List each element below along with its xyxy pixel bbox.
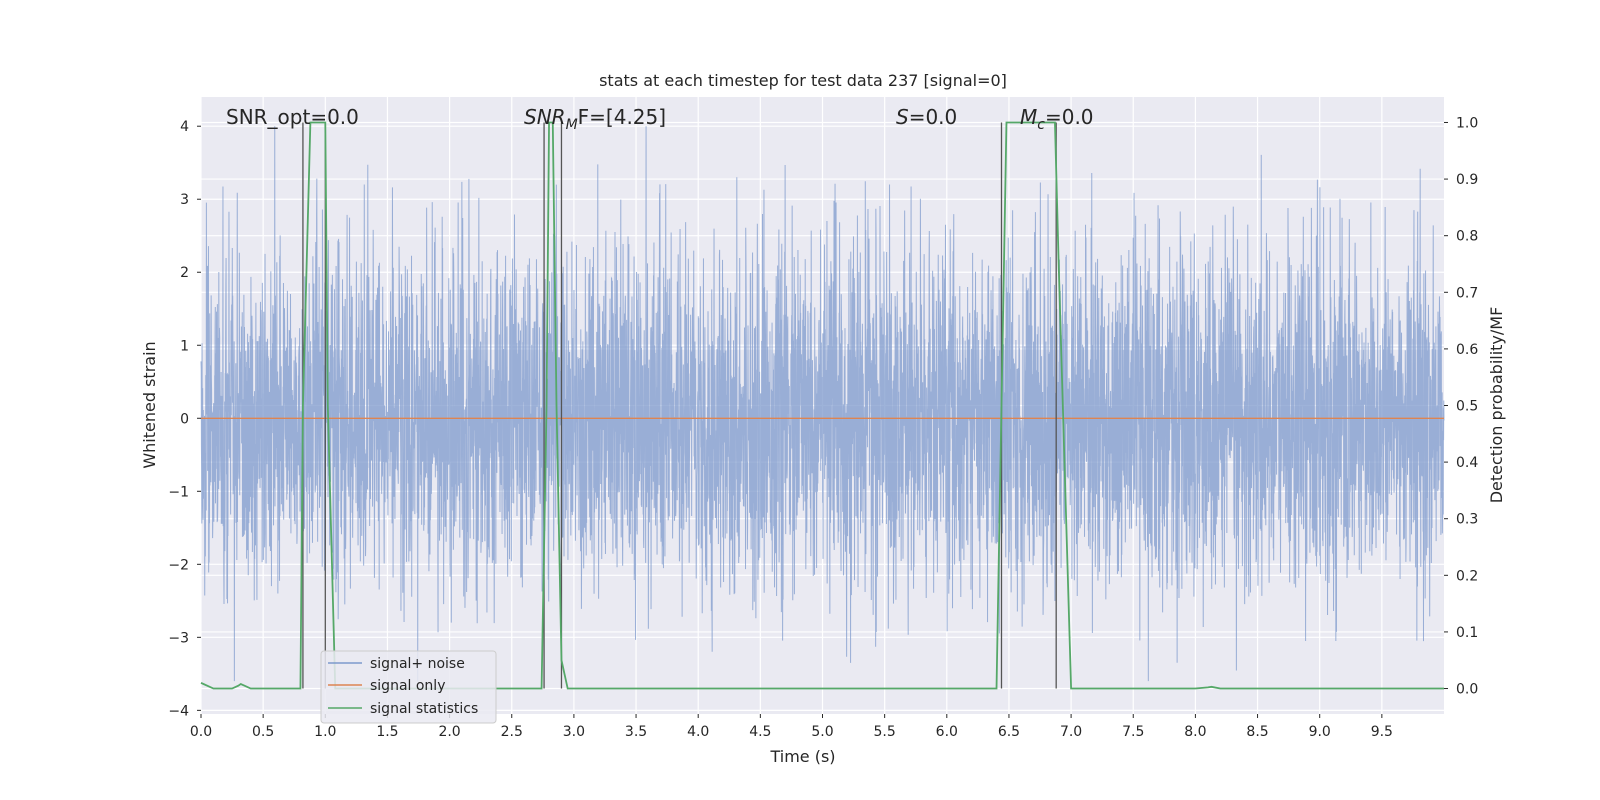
annotation-s-main: S — [896, 105, 909, 129]
legend: signal+ noise signal only signal statist… — [320, 650, 497, 724]
yl-tick-label-1: 3 — [180, 192, 189, 208]
annotation-mc: Mc=0.0 — [1020, 105, 1094, 133]
yl-tick-label-0: 4 — [180, 119, 189, 135]
yr-tick-label-7: 0.3 — [1456, 512, 1478, 528]
x-tick-label-3: 1.5 — [376, 724, 398, 740]
x-tick-label-7: 3.5 — [625, 724, 647, 740]
yr-tick-label-2: 0.8 — [1456, 229, 1478, 245]
x-tick-label-4: 2.0 — [438, 724, 460, 740]
yl-tick-label-3: 1 — [180, 338, 189, 354]
annotation-mc-sub: c — [1037, 117, 1045, 133]
chart-title: stats at each timestep for test data 237… — [599, 71, 1007, 90]
yl-tick-label-2: 2 — [180, 265, 189, 281]
y-right-ticks: 1.0 0.9 0.8 0.7 0.6 0.5 0.4 0.3 0.2 0.1 0.0 — [1444, 115, 1478, 698]
annotation-mc-main: M — [1020, 105, 1037, 129]
y-left-axis-label: Whitened strain — [140, 341, 159, 468]
x-tick-label-9: 4.5 — [749, 724, 771, 740]
yr-tick-label-3: 0.7 — [1456, 285, 1478, 301]
annotation-snr-mf-rest: F=[4.25] — [578, 105, 666, 129]
x-tick-label-8: 4.0 — [687, 724, 709, 740]
x-tick-label-2: 1.0 — [314, 724, 336, 740]
yr-tick-label-4: 0.6 — [1456, 342, 1478, 358]
noise-series — [200, 126, 1445, 682]
annotation-snr-mf: SNRMF=[4.25] — [524, 105, 666, 133]
x-tick-label-19: 9.5 — [1371, 724, 1393, 740]
yr-tick-label-5: 0.5 — [1456, 399, 1478, 415]
x-tick-label-17: 8.5 — [1246, 724, 1268, 740]
annotation-mc-rest: =0.0 — [1045, 105, 1094, 129]
x-tick-label-14: 7.0 — [1060, 724, 1082, 740]
yl-tick-label-7: −3 — [168, 630, 189, 646]
yr-tick-label-10: 0.0 — [1456, 682, 1478, 698]
x-tick-label-12: 6.0 — [936, 724, 958, 740]
yr-tick-label-9: 0.1 — [1456, 625, 1478, 641]
yr-tick-label-6: 0.4 — [1456, 455, 1478, 471]
yr-tick-label-0: 1.0 — [1456, 115, 1478, 131]
stats-line — [200, 121, 1444, 690]
x-tick-label-1: 0.5 — [252, 724, 274, 740]
legend-box — [320, 650, 497, 724]
yr-tick-label-1: 0.9 — [1456, 172, 1478, 188]
annotation-s: S=0.0 — [896, 105, 957, 129]
stats-series — [200, 121, 1444, 690]
yr-tick-label-8: 0.2 — [1456, 568, 1478, 584]
x-tick-label-11: 5.5 — [874, 724, 896, 740]
annotation-s-rest: =0.0 — [909, 105, 958, 129]
legend-label-stats: signal statistics — [370, 701, 478, 717]
noise-line — [200, 126, 1445, 682]
x-tick-label-10: 5.0 — [811, 724, 833, 740]
yl-tick-label-6: −2 — [168, 557, 189, 573]
x-tick-label-18: 9.0 — [1309, 724, 1331, 740]
yl-tick-label-5: −1 — [168, 484, 189, 500]
annotation-snr-opt: SNR_opt=0.0 — [226, 105, 359, 129]
annotation-snr-mf-main: SNR — [524, 105, 566, 129]
x-tick-label-13: 6.5 — [998, 724, 1020, 740]
annotation-snr-mf-sub: M — [566, 117, 578, 133]
y-left-ticks: 4 3 2 1 0 −1 −2 −3 −4 — [168, 119, 201, 719]
x-tick-label-0: 0.0 — [190, 724, 212, 740]
x-tick-label-15: 7.5 — [1122, 724, 1144, 740]
x-tick-label-5: 2.5 — [501, 724, 523, 740]
x-tick-label-16: 8.0 — [1184, 724, 1206, 740]
legend-label-signal: signal only — [370, 678, 445, 694]
x-axis-label: Time (s) — [769, 747, 835, 766]
yl-tick-label-8: −4 — [168, 703, 189, 719]
y-right-axis-label: Detection probability/MF — [1487, 307, 1506, 504]
x-tick-label-6: 3.0 — [563, 724, 585, 740]
x-ticks: 0.0 0.5 1.0 1.5 2.0 2.5 3.0 3.5 4.0 4.5 5.0 5.5 6.0 6… — [190, 714, 1393, 740]
yl-tick-label-4: 0 — [180, 411, 189, 427]
legend-label-noise: signal+ noise — [370, 656, 465, 672]
